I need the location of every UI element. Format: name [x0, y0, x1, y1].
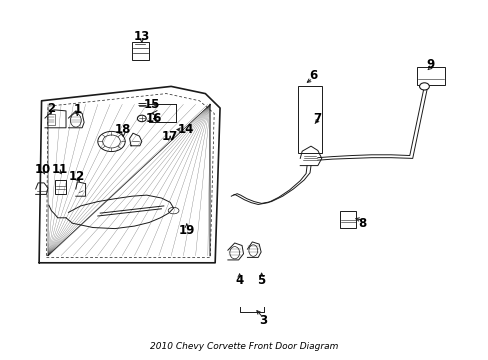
Text: 9: 9	[426, 58, 433, 71]
Text: 11: 11	[51, 163, 68, 176]
Text: 15: 15	[143, 98, 160, 111]
Circle shape	[419, 83, 428, 90]
Text: 2010 Chevy Corvette Front Door Diagram: 2010 Chevy Corvette Front Door Diagram	[150, 342, 338, 351]
Text: 4: 4	[235, 274, 243, 287]
Text: 1: 1	[73, 103, 81, 116]
Text: 18: 18	[115, 123, 131, 136]
Text: 14: 14	[177, 123, 194, 136]
Text: 13: 13	[133, 30, 150, 42]
Text: 10: 10	[35, 163, 51, 176]
Text: 19: 19	[178, 224, 195, 237]
Text: 6: 6	[308, 69, 316, 82]
Bar	[131, 42, 149, 60]
Text: 12: 12	[69, 170, 85, 183]
Bar	[298, 86, 321, 153]
Text: 8: 8	[358, 217, 366, 230]
Text: 16: 16	[145, 112, 162, 125]
Text: 17: 17	[162, 130, 178, 143]
Bar	[416, 67, 444, 85]
Text: 3: 3	[259, 314, 266, 327]
Bar	[339, 211, 356, 228]
Bar	[47, 114, 55, 125]
Text: 5: 5	[257, 274, 265, 287]
Text: 2: 2	[47, 102, 55, 114]
Text: 7: 7	[312, 112, 320, 125]
